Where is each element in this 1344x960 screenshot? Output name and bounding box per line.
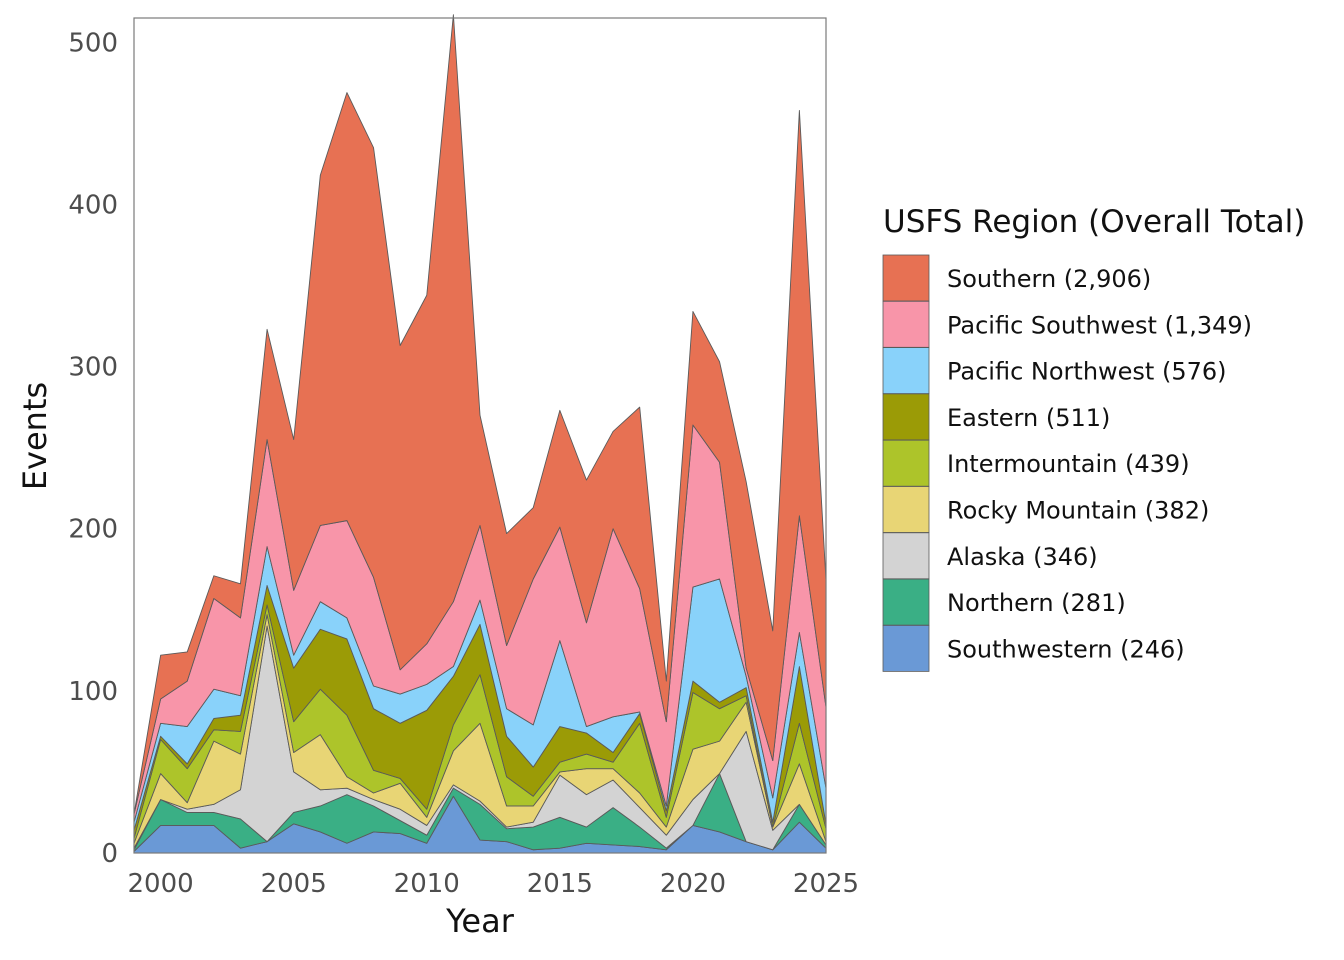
legend-label-northern: Northern (281) [947, 589, 1126, 617]
y-tick-label: 100 [68, 677, 118, 707]
y-axis-title: Events [16, 382, 54, 490]
x-tick-label: 2010 [394, 869, 460, 899]
legend-swatch-alaska [882, 532, 930, 580]
legend-label-southwestern: Southwestern (246) [947, 635, 1185, 663]
y-tick-label: 200 [68, 515, 118, 545]
x-axis-ticks: 2000 2005 2010 2015 2020 2025 [128, 869, 860, 899]
x-tick-label: 2015 [527, 869, 593, 899]
y-tick-label: 0 [101, 839, 118, 869]
legend-label-pacific-southwest: Pacific Southwest (1,349) [947, 311, 1252, 339]
legend-title: USFS Region (Overall Total) [883, 204, 1305, 240]
legend-items: Southern (2,906) Pacific Southwest (1,349… [882, 254, 1252, 672]
plot-panel-border [133, 17, 827, 854]
legend-label-eastern: Eastern (511) [947, 404, 1110, 432]
x-tick-label: 2025 [793, 869, 859, 899]
legend-label-alaska: Alaska (346) [947, 543, 1098, 571]
legend-label-rocky-mountain: Rocky Mountain (382) [947, 497, 1209, 525]
legend-swatch-pacific-northwest [882, 347, 930, 395]
legend-swatch-intermountain [882, 439, 930, 487]
legend-swatch-northern [882, 578, 930, 626]
x-axis-title: Year [445, 902, 515, 940]
legend-label-intermountain: Intermountain (439) [947, 450, 1190, 478]
legend-swatch-eastern [882, 393, 930, 441]
x-tick-label: 2005 [261, 869, 327, 899]
legend-swatch-southwestern [882, 625, 930, 672]
y-tick-label: 300 [68, 353, 118, 383]
y-axis-ticks: 0 100 200 300 400 500 [68, 28, 118, 869]
legend-swatch-southern [882, 254, 930, 302]
y-tick-label: 500 [68, 28, 118, 58]
y-tick-label: 400 [68, 190, 118, 220]
legend: USFS Region (Overall Total) Southern (2,… [882, 204, 1305, 672]
legend-label-pacific-northwest: Pacific Northwest (576) [947, 358, 1227, 386]
x-tick-label: 2000 [128, 869, 194, 899]
area-layers [133, 14, 827, 854]
legend-swatch-rocky-mountain [882, 486, 930, 533]
legend-label-southern: Southern (2,906) [947, 265, 1151, 293]
x-tick-label: 2020 [660, 869, 726, 899]
legend-swatch-pacific-southwest [882, 300, 930, 348]
